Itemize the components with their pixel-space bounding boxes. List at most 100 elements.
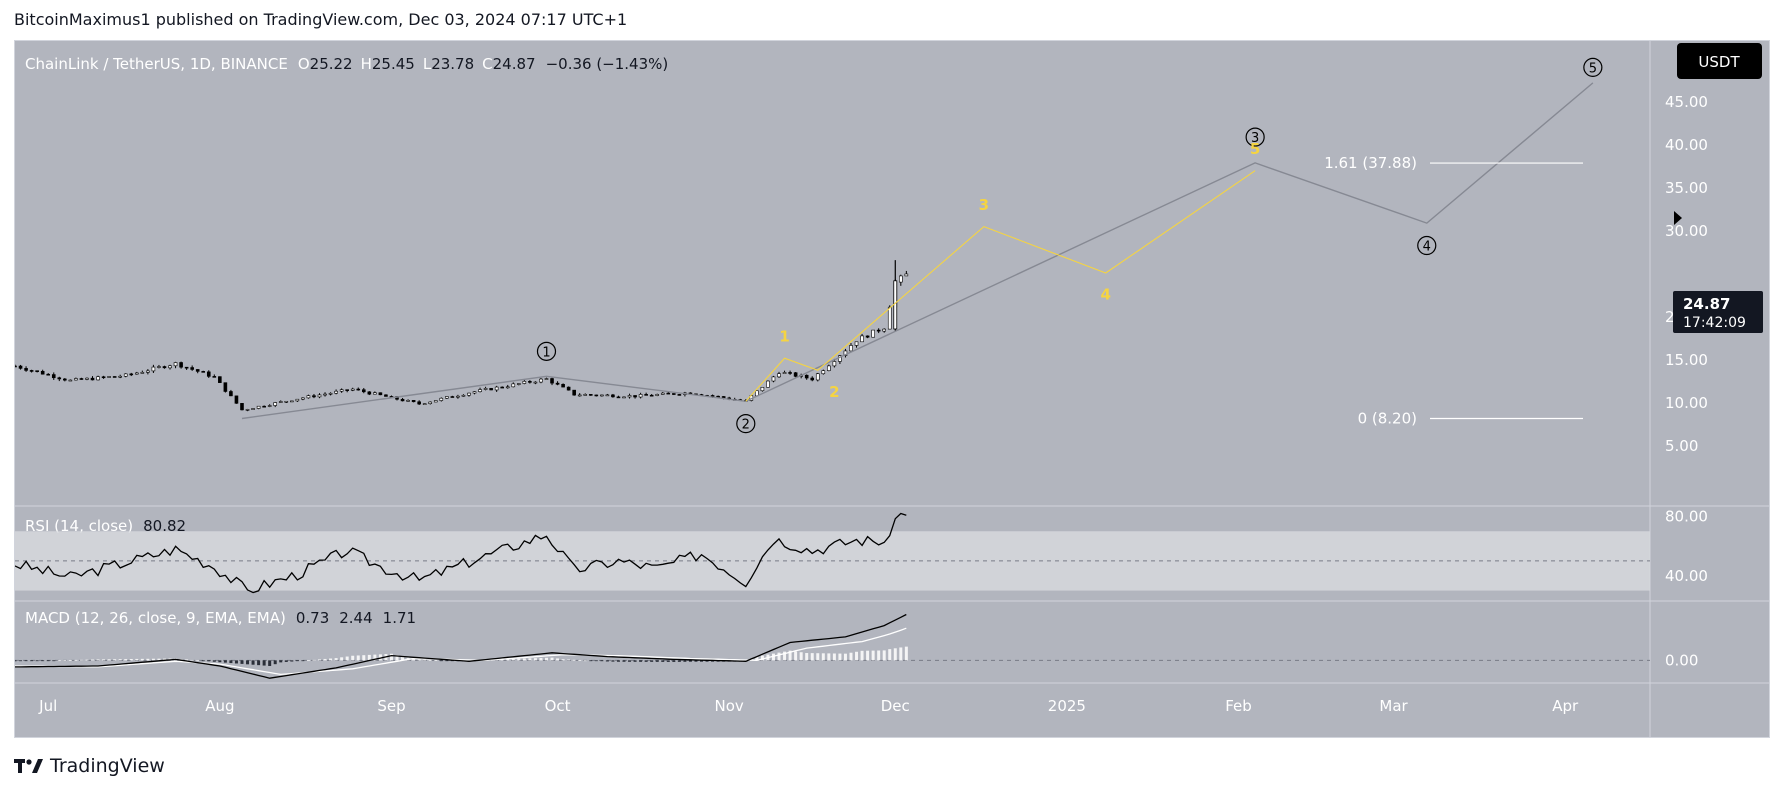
macd-histogram-bar (677, 660, 681, 662)
macd-histogram-bar (240, 660, 244, 664)
wave-label-circle (536, 341, 557, 361)
macd-histogram-bar (24, 660, 28, 662)
symbol-legend: ChainLink / TetherUS, 1D, BINANCE O25.22 H… (25, 55, 668, 73)
tradingview-logo[interactable]: TradingView (14, 753, 165, 779)
candle-body (140, 372, 145, 374)
macd-histogram-bar (52, 660, 56, 662)
candle-body (511, 383, 516, 388)
macd-histogram-bar (805, 653, 809, 661)
candle-body (229, 391, 233, 397)
macd-histogram-bar (157, 658, 161, 661)
time-tick-label: 2025 (1048, 697, 1086, 715)
candle-body (782, 372, 787, 374)
macd-histogram-bar (423, 659, 427, 661)
price-tick-label: 30.00 (1665, 222, 1708, 240)
currency-label: USDT (1698, 53, 1740, 71)
macd-histogram-bar (855, 651, 859, 661)
wave-label-text: 1 (542, 345, 550, 360)
candle-body (461, 394, 466, 397)
wave-label-text: 4 (1423, 240, 1431, 255)
macd-histogram-bar (639, 660, 643, 662)
macd-histogram-bar (583, 660, 587, 662)
rsi-value: 80.82 (143, 517, 186, 535)
candle-body (616, 396, 621, 399)
macd-histogram-bar (140, 658, 144, 661)
scale-arrow-icon[interactable] (1674, 211, 1682, 225)
candle-body (68, 379, 73, 382)
macd-histogram-bar (755, 656, 759, 661)
macd-histogram-bar (705, 660, 709, 662)
candle-body (240, 403, 244, 411)
macd-histogram-bar (417, 659, 421, 661)
symbol-name: ChainLink / TetherUS (25, 55, 180, 73)
candle-body (212, 376, 217, 378)
chart-canvas[interactable]: ChainLink / TetherUS, 1D, BINANCE O25.22 H… (15, 41, 1769, 737)
macd-histogram-bar (700, 660, 704, 662)
macd-histogram-bar (445, 660, 449, 662)
candle-body (312, 395, 316, 398)
ohlc-o-label: O (298, 55, 310, 73)
currency-badge[interactable]: USDT (1677, 43, 1762, 79)
wave-label-circle (736, 414, 756, 434)
macd-histogram-bar (799, 652, 803, 661)
chart-frame[interactable]: ChainLink / TetherUS, 1D, BINANCE O25.22 H… (14, 40, 1770, 738)
axes-layer: 45.00 40.00 35.00 30.00 2 0.00 15.00 10.00 5.00 J… (38, 93, 1708, 715)
macd-histogram-bar (832, 653, 836, 661)
time-tick-label: Jul (38, 697, 57, 715)
macd-histogram-bar (589, 660, 593, 662)
candle-body (323, 393, 327, 396)
candle-body (605, 394, 610, 397)
price-tick-label: 45.00 (1665, 93, 1708, 111)
candle-body (51, 374, 56, 379)
macd-histogram-bar (561, 659, 565, 661)
candle-body (478, 389, 482, 392)
macd-histogram-bar (794, 651, 798, 661)
price-tick-label: 5.00 (1665, 437, 1698, 455)
candle-body (483, 388, 488, 390)
candle-body (40, 370, 45, 375)
candle-body (18, 365, 23, 369)
sub-wave-label: 2 (829, 383, 839, 401)
candle-body (46, 373, 51, 376)
sub-wave-label: 5 (1250, 140, 1260, 158)
candle-body (577, 394, 582, 397)
candle-body (849, 345, 853, 352)
wave-labels-layer: 1 2 3 4 5 1 2 3 4 5 (536, 57, 1603, 434)
macd-histogram-bar (694, 660, 698, 662)
candle-body (611, 394, 615, 398)
sub-wave-layer (745, 170, 1256, 402)
candle-body (15, 365, 17, 368)
ohlc-l-label: L (423, 55, 432, 73)
time-tick-label: Dec (881, 697, 910, 715)
macd-histogram-bar (572, 659, 576, 661)
macd-histogram-bar (124, 659, 128, 661)
candle-body (622, 396, 626, 399)
candle-body (406, 400, 410, 402)
primary-wave-path (241, 82, 1594, 420)
macd-histogram-bar (893, 648, 897, 661)
candle-body (201, 371, 206, 373)
candle-body (644, 394, 648, 396)
macd-histogram-bar (600, 660, 604, 662)
candle-body (854, 341, 859, 346)
candle-body (428, 401, 433, 404)
macd-histogram-bar (323, 658, 327, 661)
candle-body (494, 386, 499, 391)
macd-histogram-bar (777, 652, 781, 661)
candle-body (766, 380, 770, 388)
macd-histogram-bar (196, 660, 200, 662)
candle-body (450, 396, 455, 398)
macd-histogram-bar (306, 660, 310, 662)
macd-histogram-bar (539, 657, 543, 661)
rsi-tick-label: 80.00 (1665, 507, 1708, 525)
candle-body (168, 365, 172, 369)
macd-histogram-bar (85, 659, 89, 661)
candle-body (278, 401, 283, 403)
last-price-tag[interactable]: 24.87 17:42:09 (1673, 291, 1763, 333)
rsi-legend: RSI (14, close) 80.82 (25, 517, 186, 535)
macd-signal-line (15, 627, 907, 676)
macd-histogram-bar (262, 660, 266, 666)
macd-histogram-bar (849, 652, 853, 661)
candle-body (860, 335, 864, 343)
candle-body (256, 405, 261, 409)
